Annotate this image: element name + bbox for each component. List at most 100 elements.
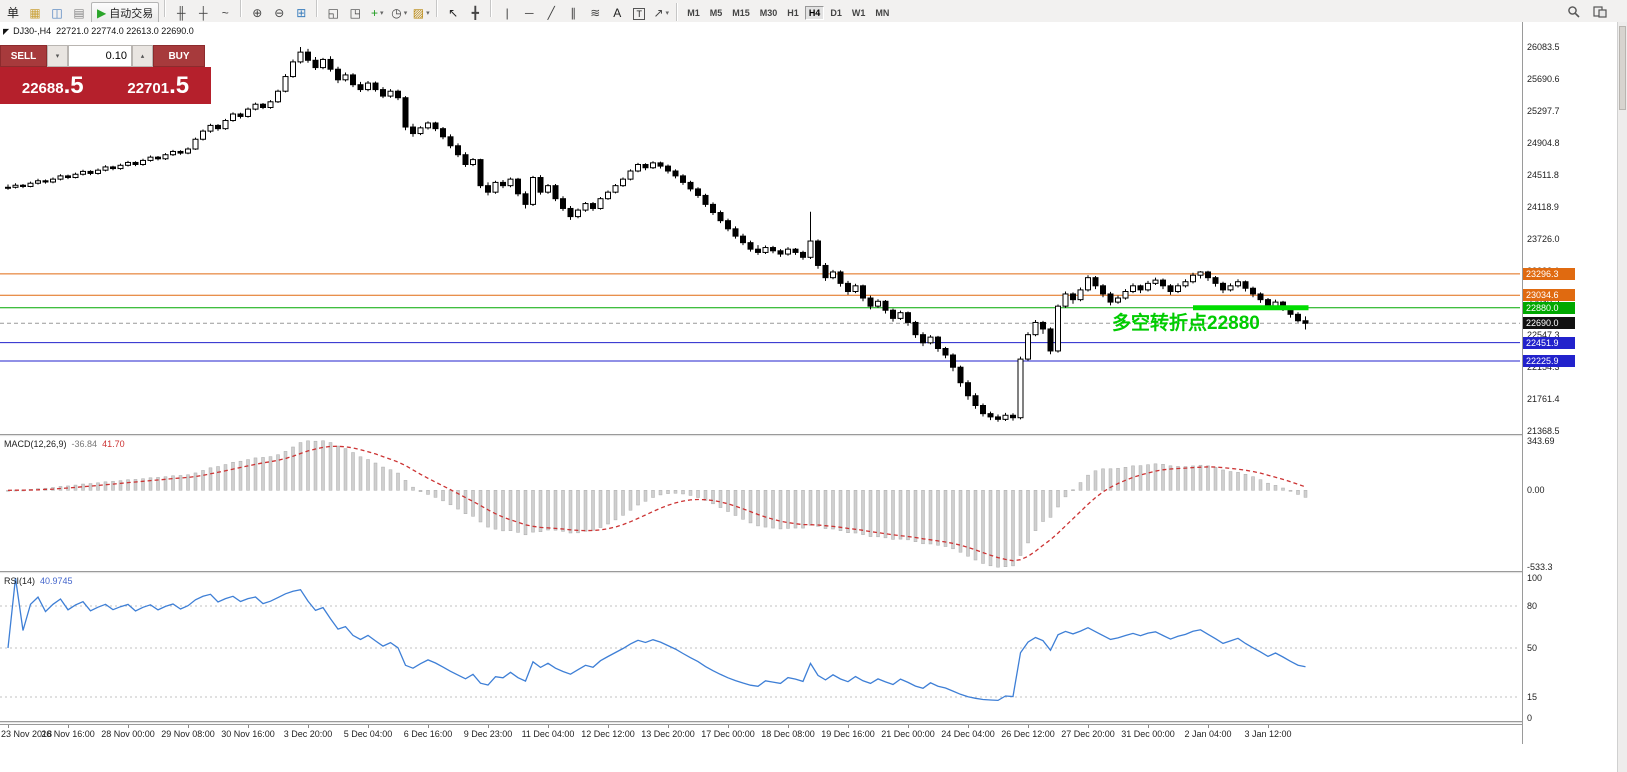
buy-price[interactable]: 22701.5	[127, 71, 190, 99]
one-click-toggle-icon[interactable]: ◤	[3, 26, 10, 36]
label-tool-icon-glyph: T	[633, 8, 645, 20]
rsi-axis-label: 100	[1527, 573, 1543, 583]
text-tool-icon[interactable]: A	[607, 3, 627, 23]
search-icon[interactable]	[1564, 2, 1584, 22]
macd-axis-label: 343.69	[1527, 435, 1555, 446]
lot-size-input[interactable]	[68, 45, 132, 67]
price-line-label: 22225.9	[1523, 355, 1575, 368]
toolbar-separator	[240, 0, 243, 17]
price-line-label: 22880.0	[1523, 301, 1575, 314]
sell-button[interactable]: SELL	[0, 45, 47, 67]
charts-window-icon[interactable]: ◫	[47, 3, 67, 23]
time-axis-tick	[608, 725, 609, 728]
periods-button[interactable]: ◷ ▾	[389, 3, 409, 23]
profiles-icon[interactable]: ▦	[25, 3, 45, 23]
vertical-line-icon[interactable]: |	[497, 3, 517, 23]
candlestick-chart-icon-glyph: ┼	[198, 6, 208, 20]
macd-label: MACD(12,26,9) -36.84 41.70	[4, 439, 125, 449]
auto-trading-button-glyph: ▶	[97, 6, 107, 20]
time-axis-tick	[488, 725, 489, 728]
time-axis-tick	[8, 725, 9, 728]
zoom-out-icon[interactable]: ⊖	[269, 3, 289, 23]
macd-plot[interactable]	[0, 437, 1522, 571]
time-axis-label: 5 Dec 04:00	[343, 729, 393, 739]
lot-decrease-button[interactable]: ▾	[47, 45, 68, 67]
indicators-button-dropdown-icon[interactable]: ▾	[379, 10, 384, 17]
time-axis[interactable]: 23 Nov 2018 26 Nov 16:00 28 Nov 00:00 29 No…	[0, 724, 1522, 744]
tile-windows-icon-glyph: ⊞	[296, 6, 307, 20]
buy-button[interactable]: BUY	[153, 45, 205, 67]
scrollbar-thumb[interactable]	[1619, 26, 1626, 110]
price-axis-gridline-label: 24904.8	[1527, 137, 1560, 148]
main-toolbar: 单 ▦ ◫ ▤ ▶ 自动交易 ╫ ┼ ~ ⊕ ⊖ ⊞ ◱ ◳ + ▾ ◷ ▾ ▨ ▾ ↖ ╋ | ─ ╱ ∥ ≋ A T ↗ ▾ M1 M5 M…	[0, 0, 1627, 24]
cursor-icon[interactable]: ↖	[443, 3, 463, 23]
rsi-axis-label: 0	[1527, 713, 1533, 723]
rsi-axis-label: 50	[1527, 643, 1538, 653]
candlestick-chart-icon[interactable]: ┼	[193, 3, 213, 23]
time-axis-label: 11 Dec 04:00	[521, 729, 575, 739]
panels-icon[interactable]	[1590, 2, 1610, 22]
timeframe-m1[interactable]: M1	[687, 7, 700, 18]
chart-shift-icon[interactable]: ◳	[345, 3, 365, 23]
timeframe-mn[interactable]: MN	[875, 7, 890, 18]
pane-separator[interactable]	[0, 721, 1627, 724]
indicators-button[interactable]: + ▾	[367, 3, 387, 23]
toolbar-separator	[436, 0, 439, 17]
channel-icon-glyph: ∥	[570, 6, 577, 20]
templates-button[interactable]: ▨ ▾	[411, 3, 431, 23]
price-axis-gridline-label: 22547.3	[1527, 329, 1560, 340]
timeframe-m30[interactable]: M30	[759, 7, 778, 18]
tile-windows-icon[interactable]: ⊞	[291, 3, 311, 23]
rsi-axis-label: 80	[1527, 601, 1538, 611]
trendline-icon[interactable]: ╱	[541, 3, 561, 23]
time-axis-label: 13 Dec 20:00	[641, 729, 695, 739]
zoom-out-icon-glyph: ⊖	[274, 6, 285, 20]
arrange-charts-icon-glyph: ◱	[327, 6, 339, 20]
vertical-scrollbar[interactable]	[1617, 22, 1627, 772]
auto-trading-button[interactable]: ▶ 自动交易	[91, 2, 160, 24]
timeframe-m5[interactable]: M5	[709, 7, 723, 18]
channel-icon[interactable]: ∥	[563, 3, 583, 23]
time-axis-tick	[128, 725, 129, 728]
main-chart-plot[interactable]	[0, 22, 1522, 434]
toolbar-separator	[316, 0, 319, 17]
time-axis-tick	[908, 725, 909, 728]
sell-price[interactable]: 22688.5	[21, 71, 84, 99]
arrows-tool-icon[interactable]: ↗ ▾	[651, 3, 671, 23]
lot-increase-button[interactable]: ▴	[132, 45, 153, 67]
pane-separator[interactable]	[0, 571, 1627, 574]
templates-button-dropdown-icon[interactable]: ▾	[426, 10, 430, 17]
navigator-icon[interactable]: ▤	[69, 3, 89, 23]
timeframe-m15[interactable]: M15	[732, 7, 750, 18]
bar-chart-icon[interactable]: ╫	[171, 3, 191, 23]
trendline-icon-glyph: ╱	[547, 6, 555, 20]
timeframe-buttons: M1 M5 M15 M30 H1 H4 D1 W1 MN	[682, 3, 894, 21]
periods-button-glyph: ◷	[391, 6, 402, 20]
periods-button-dropdown-icon[interactable]: ▾	[403, 10, 408, 17]
new-order-button[interactable]: 单	[3, 3, 23, 23]
time-axis-label: 29 Nov 08:00	[161, 729, 215, 739]
timeframe-h4[interactable]: H4	[804, 5, 825, 20]
timeframe-w1[interactable]: W1	[851, 7, 866, 18]
crosshair-icon[interactable]: ╋	[465, 3, 485, 23]
price-axis[interactable]: 26083.5 25690.6 25297.7 24904.8 24511.8 24118…	[1522, 22, 1617, 744]
price-axis-gridline-label: 25690.6	[1527, 73, 1560, 84]
time-axis-label: 26 Dec 12:00	[1001, 729, 1055, 739]
rsi-plot[interactable]	[0, 574, 1522, 721]
price-axis-gridline-label: 23726.0	[1527, 233, 1560, 244]
time-axis-label: 6 Dec 16:00	[403, 729, 453, 739]
timeframe-h1[interactable]: H1	[787, 7, 799, 18]
time-axis-tick	[68, 725, 69, 728]
timeframe-d1[interactable]: D1	[830, 7, 842, 18]
horizontal-line-icon[interactable]: ─	[519, 3, 539, 23]
label-tool-icon[interactable]: T	[629, 4, 649, 24]
arrows-tool-icon-dropdown-icon[interactable]: ▾	[665, 10, 670, 17]
rsi-axis-label: 15	[1527, 692, 1538, 702]
arrange-charts-icon[interactable]: ◱	[323, 3, 343, 23]
fibonacci-icon[interactable]: ≋	[585, 3, 605, 23]
pane-separator[interactable]	[0, 434, 1627, 437]
line-chart-icon[interactable]: ~	[215, 3, 235, 23]
price-axis-gridline-label: 21368.5	[1527, 425, 1560, 436]
zoom-in-icon[interactable]: ⊕	[247, 3, 267, 23]
time-axis-tick	[188, 725, 189, 728]
